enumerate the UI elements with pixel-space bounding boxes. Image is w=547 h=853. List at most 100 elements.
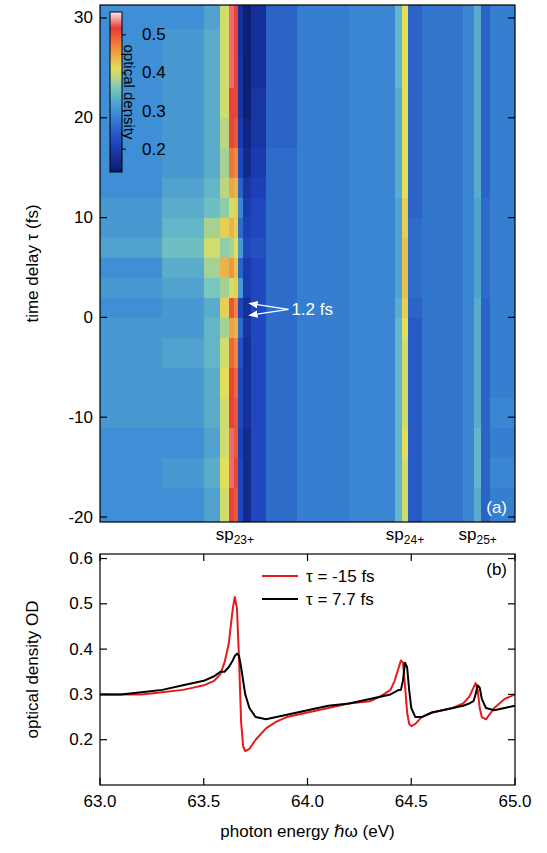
heatmap-cell xyxy=(395,198,403,219)
y-tick xyxy=(100,649,107,650)
line-label-base: sp xyxy=(216,525,234,544)
heatmap-cell xyxy=(266,317,298,338)
heatmap-cell xyxy=(238,148,244,179)
heatmap-cell xyxy=(349,317,395,338)
heatmap-cell xyxy=(162,5,204,29)
line-label-sub: 23+ xyxy=(234,533,254,547)
heatmap-cell xyxy=(266,178,298,199)
legend-swatch xyxy=(262,598,298,600)
heatmap-cell xyxy=(395,178,403,199)
heatmap-cell xyxy=(395,297,403,318)
heatmap-cell xyxy=(220,58,229,89)
heatmap-cell xyxy=(251,258,266,279)
heatmap-cell xyxy=(162,487,204,522)
heatmap-cell xyxy=(243,218,252,239)
heatmap-cell xyxy=(463,427,474,458)
heatmap-cell xyxy=(463,178,474,199)
heatmap-cell xyxy=(297,277,349,298)
colorbar-tick xyxy=(122,149,126,150)
y-tick-label: 0 xyxy=(84,308,93,327)
heatmap-cell xyxy=(266,5,298,29)
heatmap-cell xyxy=(243,427,252,458)
heatmap-cell xyxy=(229,457,235,488)
heatmap-cell xyxy=(238,5,244,29)
heatmap-cell xyxy=(474,118,482,149)
annotation-arrow xyxy=(249,309,288,315)
heatmap-cell xyxy=(349,118,395,149)
legend-label: τ = -15 fs xyxy=(306,567,375,586)
heatmap-cell xyxy=(395,58,403,89)
heatmap-cell xyxy=(474,178,482,199)
heatmap-cell xyxy=(349,337,395,368)
heatmap-cell xyxy=(463,28,474,59)
heatmap-cell xyxy=(463,487,474,522)
heatmap-cell xyxy=(402,238,409,259)
heatmap-cell xyxy=(162,218,204,239)
x-tick xyxy=(99,554,100,561)
heatmap-cell xyxy=(100,317,163,338)
heatmap-cell xyxy=(229,317,235,338)
heatmap-cell xyxy=(422,198,464,219)
heatmap-cell xyxy=(100,297,163,318)
heatmap-cell xyxy=(229,218,235,239)
heatmap-cell xyxy=(490,337,515,368)
heatmap-cell xyxy=(408,427,422,458)
heatmap-cell xyxy=(481,297,491,318)
heatmap-cell xyxy=(238,28,244,59)
heatmap-cell xyxy=(408,58,422,89)
heatmap-cell xyxy=(422,58,464,89)
heatmap-cell xyxy=(463,457,474,488)
heatmap-cell xyxy=(234,88,239,119)
y-tick xyxy=(100,317,107,318)
heatmap-cell xyxy=(481,5,491,29)
colorbar xyxy=(110,12,122,172)
y-tick-label: -20 xyxy=(68,508,93,527)
y-tick xyxy=(100,417,107,418)
heatmap-cell xyxy=(234,198,239,219)
heatmap-cell xyxy=(395,397,403,428)
heatmap-cell xyxy=(395,218,403,239)
heatmap-cell xyxy=(408,118,422,149)
y-tick-label: 0.6 xyxy=(69,549,93,568)
heatmap-cell xyxy=(234,58,239,89)
heatmap-cell xyxy=(238,397,244,428)
heatmap-cell xyxy=(349,367,395,398)
heatmap-cell xyxy=(408,457,422,488)
heatmap-cell xyxy=(474,238,482,259)
heatmap-cell xyxy=(266,457,298,488)
heatmap-cell xyxy=(481,258,491,279)
line-label-base: sp xyxy=(458,525,476,544)
x-axis-title: photon energy ℏω (eV) xyxy=(220,822,394,841)
heatmap-cell xyxy=(243,118,252,149)
colorbar-title: optical density xyxy=(121,44,138,140)
heatmap-cell xyxy=(402,487,409,522)
heatmap-cell xyxy=(251,218,266,239)
heatmap-cell xyxy=(490,277,515,298)
heatmap-cell xyxy=(251,58,266,89)
heatmap-cell xyxy=(251,337,266,368)
heatmap-cell xyxy=(100,397,163,428)
heatmap-cell xyxy=(422,317,464,338)
heatmap-cell xyxy=(481,218,491,239)
heatmap-cell xyxy=(220,427,229,458)
x-tick xyxy=(203,778,204,785)
heatmap-cell xyxy=(422,28,464,59)
heatmap-cell xyxy=(251,367,266,398)
heatmap-cell xyxy=(474,337,482,368)
heatmap-cell xyxy=(490,5,515,29)
heatmap-cell xyxy=(243,238,252,259)
heatmap-cell xyxy=(204,297,221,318)
heatmap-cell xyxy=(463,88,474,119)
heatmap-cell xyxy=(422,457,464,488)
heatmap-cell xyxy=(243,58,252,89)
heatmap-cell xyxy=(402,297,409,318)
heatmap-cell xyxy=(234,238,239,259)
heatmap-cell xyxy=(474,258,482,279)
heatmap-cell xyxy=(162,88,204,119)
heatmap-cell xyxy=(297,178,349,199)
heatmap-cell xyxy=(481,427,491,458)
heatmap-cell xyxy=(408,238,422,259)
heatmap-cell xyxy=(266,238,298,259)
panel-label: (b) xyxy=(486,560,507,579)
heatmap-cell xyxy=(229,297,235,318)
